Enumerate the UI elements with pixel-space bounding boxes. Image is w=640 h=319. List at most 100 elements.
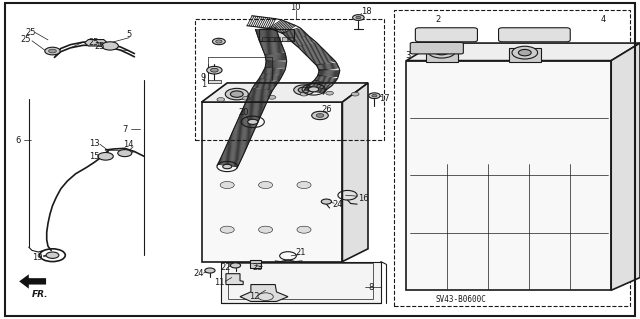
Text: 25: 25 [26, 28, 36, 37]
Circle shape [243, 96, 250, 100]
Circle shape [46, 252, 59, 258]
Bar [406, 61, 611, 290]
Bar [509, 48, 541, 62]
Text: 15: 15 [90, 152, 100, 161]
Polygon shape [611, 43, 640, 290]
Text: 25: 25 [20, 35, 31, 44]
Text: 6: 6 [15, 136, 20, 145]
Bar [394, 10, 630, 306]
Circle shape [512, 46, 538, 59]
Polygon shape [202, 83, 368, 102]
Bar [259, 29, 294, 41]
Bar [269, 37, 274, 41]
Text: 9: 9 [201, 73, 206, 82]
Circle shape [297, 182, 311, 189]
FancyBboxPatch shape [415, 28, 477, 42]
Circle shape [294, 85, 314, 95]
Circle shape [230, 263, 241, 268]
Circle shape [211, 68, 218, 72]
Circle shape [356, 16, 361, 19]
Bar [282, 37, 287, 41]
Circle shape [298, 87, 310, 93]
Bar [250, 260, 261, 268]
Circle shape [217, 98, 225, 101]
Polygon shape [406, 43, 640, 61]
Circle shape [308, 87, 319, 92]
Circle shape [49, 49, 56, 53]
Bar [288, 37, 293, 41]
Circle shape [259, 226, 273, 233]
Circle shape [216, 40, 222, 43]
Text: SV43-B0600C: SV43-B0600C [435, 295, 486, 304]
Text: 19: 19 [32, 253, 42, 262]
Bar [228, 263, 373, 299]
Bar [262, 37, 268, 41]
Polygon shape [19, 274, 46, 289]
Polygon shape [342, 83, 368, 262]
Polygon shape [240, 285, 288, 301]
Circle shape [353, 15, 364, 20]
Circle shape [248, 119, 258, 124]
Bar [275, 37, 280, 41]
Text: 24: 24 [333, 200, 343, 209]
Circle shape [297, 226, 311, 233]
Circle shape [220, 182, 234, 189]
Circle shape [98, 152, 113, 160]
Circle shape [351, 92, 359, 96]
Circle shape [518, 49, 531, 56]
Circle shape [212, 38, 225, 45]
Bar [105, 43, 115, 48]
Circle shape [268, 95, 276, 99]
Text: 12: 12 [250, 292, 260, 301]
Text: 1: 1 [201, 80, 206, 89]
Text: 8: 8 [369, 283, 374, 292]
Polygon shape [84, 40, 108, 46]
Text: 26: 26 [321, 105, 332, 114]
Text: 20: 20 [238, 108, 248, 117]
Bar [426, 45, 458, 62]
Text: 24: 24 [193, 269, 204, 278]
Circle shape [434, 47, 449, 55]
Circle shape [369, 93, 380, 99]
FancyBboxPatch shape [410, 42, 463, 54]
Circle shape [205, 268, 215, 273]
Bar [195, 19, 384, 140]
Circle shape [230, 91, 243, 97]
Circle shape [207, 66, 222, 74]
Circle shape [220, 226, 234, 233]
Circle shape [372, 94, 377, 97]
Circle shape [300, 92, 308, 96]
Text: FR.: FR. [31, 290, 48, 299]
Text: 4: 4 [600, 15, 605, 24]
Circle shape [316, 114, 324, 117]
Text: 14: 14 [123, 140, 133, 149]
Circle shape [326, 91, 333, 95]
Text: 13: 13 [90, 139, 100, 148]
Text: 18: 18 [361, 7, 371, 16]
Circle shape [223, 164, 232, 169]
Circle shape [102, 42, 118, 50]
Text: 7: 7 [123, 125, 128, 134]
Bar [221, 262, 381, 303]
Circle shape [312, 111, 328, 120]
Circle shape [118, 150, 132, 157]
Text: 16: 16 [358, 194, 369, 203]
Text: 17: 17 [379, 94, 389, 103]
Text: 25: 25 [88, 38, 99, 47]
Text: 23: 23 [252, 263, 262, 272]
Text: 10: 10 [291, 3, 301, 11]
Circle shape [321, 199, 332, 204]
Polygon shape [226, 274, 243, 285]
Text: 5: 5 [127, 30, 132, 39]
Text: 3: 3 [406, 51, 411, 60]
Circle shape [225, 88, 248, 100]
Bar [202, 102, 342, 262]
Bar [208, 80, 221, 83]
Text: 21: 21 [296, 248, 306, 257]
Circle shape [259, 182, 273, 189]
Circle shape [45, 47, 60, 55]
Text: 2: 2 [436, 15, 441, 24]
Text: 25: 25 [94, 42, 104, 51]
Text: 11: 11 [214, 278, 224, 287]
FancyBboxPatch shape [499, 28, 570, 42]
